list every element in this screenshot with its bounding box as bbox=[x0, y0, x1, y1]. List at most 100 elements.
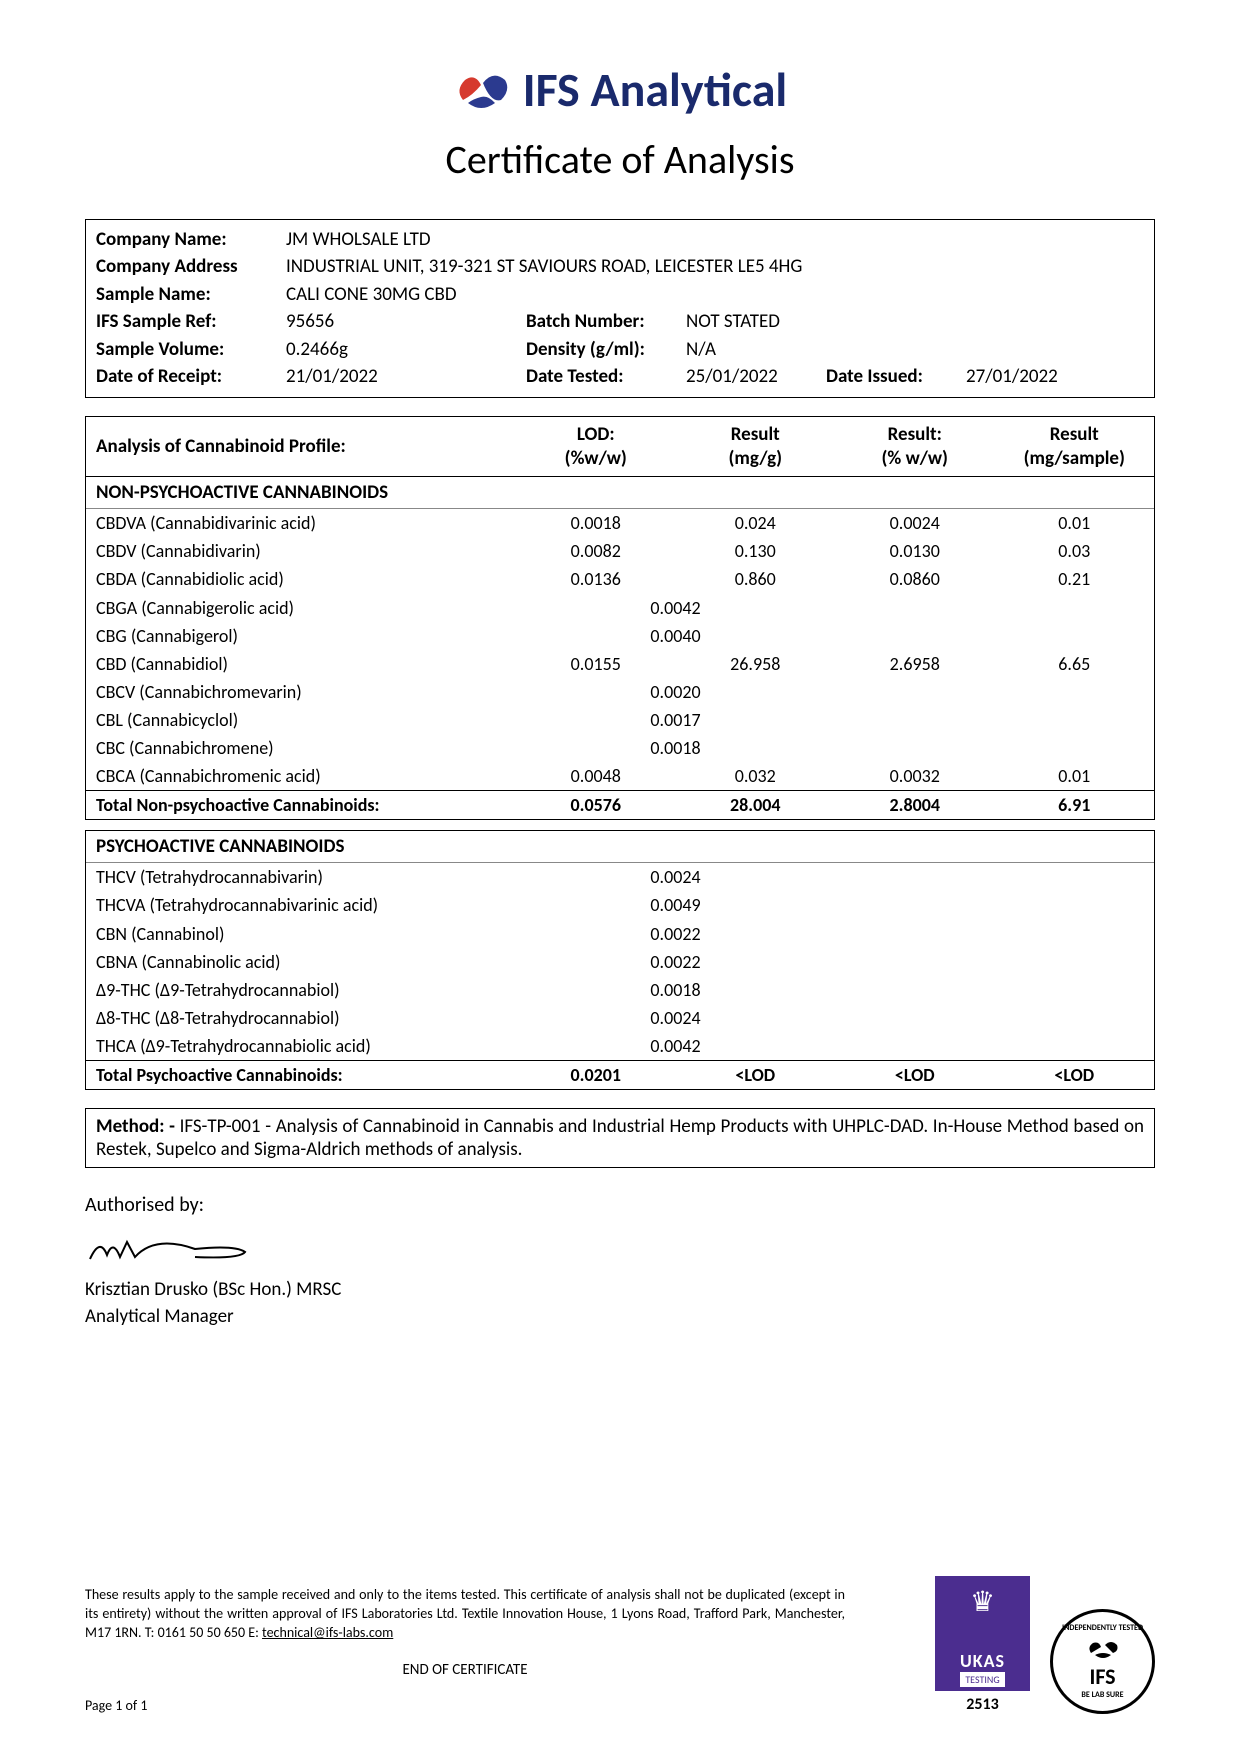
badge-bot-text: BE LAB SURE bbox=[1081, 1690, 1123, 1700]
table-row: CBC (Cannabichromene)0.0018 bbox=[86, 734, 1154, 762]
end-of-certificate: END OF CERTIFICATE bbox=[85, 1661, 845, 1679]
col-result-pww: Result:(% w/w) bbox=[835, 417, 995, 477]
total-lod: 0.0201 bbox=[516, 1061, 676, 1089]
row-lod: 0.0018 bbox=[516, 509, 676, 537]
method-box: Method: - IFS-TP-001 - Analysis of Canna… bbox=[85, 1108, 1155, 1168]
row-pww bbox=[839, 1005, 1150, 1009]
row-mgg bbox=[835, 622, 1154, 650]
row-mgg bbox=[835, 1032, 1154, 1060]
ukas-number: 2513 bbox=[935, 1695, 1030, 1714]
row-lod: 0.0017 bbox=[516, 706, 835, 734]
density-label: Density (g/ml): bbox=[526, 336, 686, 364]
row-pww bbox=[839, 921, 1150, 925]
row-pww bbox=[839, 977, 1150, 981]
row-pww bbox=[839, 679, 1150, 683]
row-name: THCVA (Tetrahydrocannabivarinic acid) bbox=[86, 891, 516, 919]
total-name: Total Psychoactive Cannabinoids: bbox=[86, 1061, 516, 1089]
table-row: CBDVA (Cannabidivarinic acid)0.00180.024… bbox=[86, 509, 1154, 537]
row-mgs bbox=[843, 680, 1146, 682]
row-lod: 0.0024 bbox=[516, 1004, 835, 1032]
ifs-circular-badge: INDEPENDENTLY TESTED IFS BE LAB SURE bbox=[1050, 1609, 1155, 1714]
info-box: Company Name: JM WHOLSALE LTD Company Ad… bbox=[85, 219, 1155, 398]
row-mgs bbox=[843, 950, 1146, 952]
row-mgs bbox=[843, 596, 1146, 598]
psych-header: PSYCHOACTIVE CANNABINOIDS bbox=[86, 831, 1154, 863]
row-lod: 0.0042 bbox=[516, 1032, 835, 1060]
table-row: CBCV (Cannabichromevarin)0.0020 bbox=[86, 678, 1154, 706]
total-pww: 2.8004 bbox=[835, 791, 995, 819]
table-row: CBDA (Cannabidiolic acid)0.01360.8600.08… bbox=[86, 565, 1154, 593]
receipt-value: 21/01/2022 bbox=[286, 363, 526, 391]
row-name: CBC (Cannabichromene) bbox=[86, 734, 516, 762]
table-row: THCV (Tetrahydrocannabivarin)0.0024 bbox=[86, 863, 1154, 891]
total-mgg: <LOD bbox=[676, 1061, 836, 1089]
row-name: CBGA (Cannabigerolic acid) bbox=[86, 594, 516, 622]
company-logo-icon bbox=[453, 65, 511, 115]
row-mgg: 0.860 bbox=[676, 565, 836, 593]
logo-header: IFS Analytical bbox=[85, 60, 1155, 120]
row-mgg bbox=[835, 920, 1154, 948]
table-row: CBNA (Cannabinolic acid)0.0022 bbox=[86, 948, 1154, 976]
ukas-testing: TESTING bbox=[960, 1672, 1005, 1687]
row-name: CBDV (Cannabidivarin) bbox=[86, 537, 516, 565]
row-mgs: 0.21 bbox=[995, 565, 1155, 593]
batch-label: Batch Number: bbox=[526, 308, 686, 336]
table-row: CBG (Cannabigerol)0.0040 bbox=[86, 622, 1154, 650]
footer: These results apply to the sample receiv… bbox=[85, 1586, 1155, 1714]
row-lod: 0.0082 bbox=[516, 537, 676, 565]
psych-total-row: Total Psychoactive Cannabinoids: 0.0201 … bbox=[86, 1060, 1154, 1089]
row-pww bbox=[839, 735, 1150, 739]
row-pww bbox=[839, 1033, 1150, 1037]
row-mgs bbox=[843, 736, 1146, 738]
auth-name: Krisztian Drusko (BSc Hon.) MRSC bbox=[85, 1277, 1155, 1304]
ifs-ref-value: 95656 bbox=[286, 308, 526, 336]
col-result-mgg: Result(mg/g) bbox=[676, 417, 836, 477]
row-pww: 0.0024 bbox=[835, 509, 995, 537]
row-mgg: 0.024 bbox=[676, 509, 836, 537]
row-name: CBNA (Cannabinolic acid) bbox=[86, 948, 516, 976]
row-pww bbox=[839, 864, 1150, 868]
receipt-label: Date of Receipt: bbox=[96, 363, 286, 391]
auth-title: Analytical Manager bbox=[85, 1304, 1155, 1331]
col-result-mgs: Result(mg/sample) bbox=[995, 417, 1155, 477]
ukas-label: UKAS bbox=[960, 1650, 1005, 1672]
row-mgs: 0.01 bbox=[995, 509, 1155, 537]
row-mgg bbox=[835, 706, 1154, 734]
row-name: CBN (Cannabinol) bbox=[86, 920, 516, 948]
row-pww bbox=[839, 623, 1150, 627]
row-name: CBCV (Cannabichromevarin) bbox=[86, 678, 516, 706]
row-mgg bbox=[835, 1004, 1154, 1032]
row-mgg bbox=[835, 948, 1154, 976]
row-mgs bbox=[843, 1034, 1146, 1036]
row-mgg bbox=[835, 891, 1154, 919]
sample-name-value: CALI CONE 30MG CBD bbox=[286, 281, 1144, 309]
analysis-title: Analysis of Cannabinoid Profile: bbox=[86, 417, 516, 477]
row-lod: 0.0155 bbox=[516, 650, 676, 678]
row-mgs bbox=[843, 865, 1146, 867]
row-name: CBG (Cannabigerol) bbox=[86, 622, 516, 650]
row-lod: 0.0018 bbox=[516, 734, 835, 762]
table-row: CBD (Cannabidiol)0.015526.9582.69586.65 bbox=[86, 650, 1154, 678]
table-row: CBGA (Cannabigerolic acid)0.0042 bbox=[86, 594, 1154, 622]
row-mgg bbox=[835, 678, 1154, 706]
non-psych-header: NON-PSYCHOACTIVE CANNABINOIDS bbox=[86, 477, 1154, 509]
company-logo-text: IFS Analytical bbox=[523, 60, 787, 119]
company-address-label: Company Address bbox=[96, 253, 286, 281]
tested-value: 25/01/2022 bbox=[686, 363, 826, 391]
company-name-label: Company Name: bbox=[96, 226, 286, 254]
method-text: IFS-TP-001 - Analysis of Cannabinoid in … bbox=[96, 1115, 1144, 1161]
row-mgg bbox=[835, 594, 1154, 622]
non-psych-table: Analysis of Cannabinoid Profile: LOD:(%w… bbox=[85, 416, 1155, 821]
table-row: CBCA (Cannabichromenic acid)0.00480.0320… bbox=[86, 762, 1154, 790]
total-mgs: 6.91 bbox=[995, 791, 1155, 819]
row-mgs: 0.03 bbox=[995, 537, 1155, 565]
ukas-badge: ♛ UKAS TESTING 2513 bbox=[935, 1576, 1030, 1714]
row-name: THCV (Tetrahydrocannabivarin) bbox=[86, 863, 516, 891]
row-lod: 0.0018 bbox=[516, 976, 835, 1004]
badge-mid-text: IFS bbox=[1089, 1663, 1115, 1690]
table-row: CBDV (Cannabidivarin)0.00820.1300.01300.… bbox=[86, 537, 1154, 565]
company-name-value: JM WHOLSALE LTD bbox=[286, 226, 1144, 254]
total-lod: 0.0576 bbox=[516, 791, 676, 819]
row-mgs bbox=[843, 922, 1146, 924]
total-name: Total Non-psychoactive Cannabinoids: bbox=[86, 791, 516, 819]
